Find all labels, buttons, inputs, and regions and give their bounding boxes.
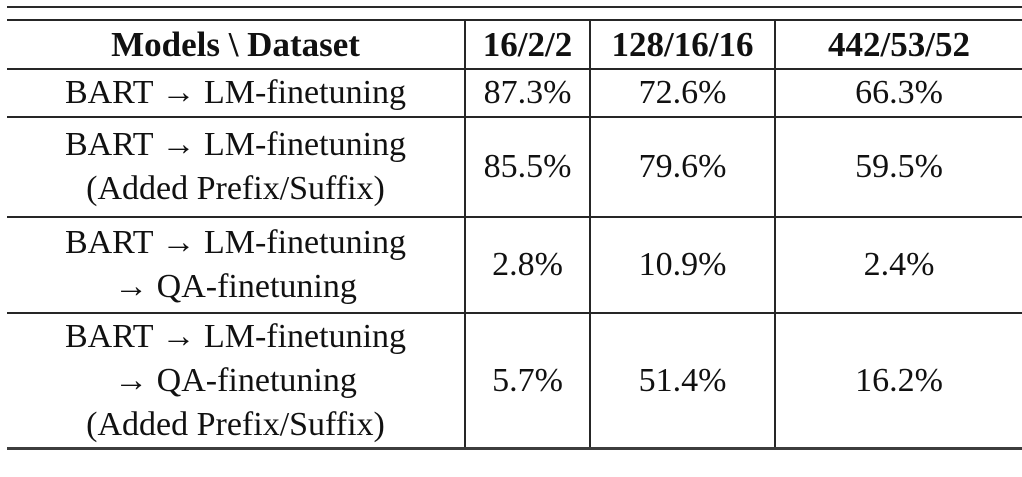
value-cell: 59.5% <box>774 116 1022 217</box>
value-cell: 66.3% <box>774 68 1022 117</box>
model-name-line: BART → LM-finetuning <box>64 317 407 355</box>
table-row-qa-finetuning: BART → LM-finetuning → QA-finetuning 2.8… <box>7 216 1022 313</box>
model-name-line: → QA-finetuning <box>114 268 357 305</box>
model-name-line: (Added Prefix/Suffix) <box>86 405 385 443</box>
header-dataset-128-16-16: 128/16/16 <box>589 19 775 69</box>
table-row-lm-finetuning-prefix-suffix: BART → LM-finetuning (Added Prefix/Suffi… <box>7 116 1022 217</box>
table-row-qa-finetuning-prefix-suffix: BART → LM-finetuning → QA-finetuning (Ad… <box>7 312 1022 447</box>
value-cell: 2.4% <box>774 216 1022 313</box>
model-name-line: → QA-finetuning <box>114 361 357 399</box>
value-cell: 85.5% <box>464 116 590 217</box>
value-cell: 51.4% <box>589 312 775 447</box>
value-cell: 5.7% <box>464 312 590 447</box>
results-table: Models \ Dataset 16/2/2 128/16/16 442/53… <box>7 19 1022 447</box>
table-header-row: Models \ Dataset 16/2/2 128/16/16 442/53… <box>7 19 1022 69</box>
model-name-line: (Added Prefix/Suffix) <box>86 170 385 207</box>
header-dataset-442-53-52: 442/53/52 <box>774 19 1022 69</box>
model-name-cell: BART → LM-finetuning (Added Prefix/Suffi… <box>7 116 465 217</box>
bottom-rule <box>7 447 1022 450</box>
value-cell: 72.6% <box>589 68 775 117</box>
value-cell: 2.8% <box>464 216 590 313</box>
top-outer-rule <box>7 6 1022 8</box>
model-name-cell: BART → LM-finetuning → QA-finetuning <box>7 216 465 313</box>
value-cell: 10.9% <box>589 216 775 313</box>
value-cell: 16.2% <box>774 312 1022 447</box>
model-name-line: BART → LM-finetuning <box>64 224 407 261</box>
header-dataset-16-2-2: 16/2/2 <box>464 19 590 69</box>
model-name-cell: BART → LM-finetuning <box>7 68 465 117</box>
table-row-lm-finetuning: BART → LM-finetuning 87.3% 72.6% 66.3% <box>7 68 1022 117</box>
value-cell: 87.3% <box>464 68 590 117</box>
value-cell: 79.6% <box>589 116 775 217</box>
model-name-line: BART → LM-finetuning <box>64 126 407 163</box>
model-name-cell: BART → LM-finetuning → QA-finetuning (Ad… <box>7 312 465 447</box>
model-name-line: BART → LM-finetuning <box>64 74 407 111</box>
header-models-dataset: Models \ Dataset <box>7 19 465 69</box>
